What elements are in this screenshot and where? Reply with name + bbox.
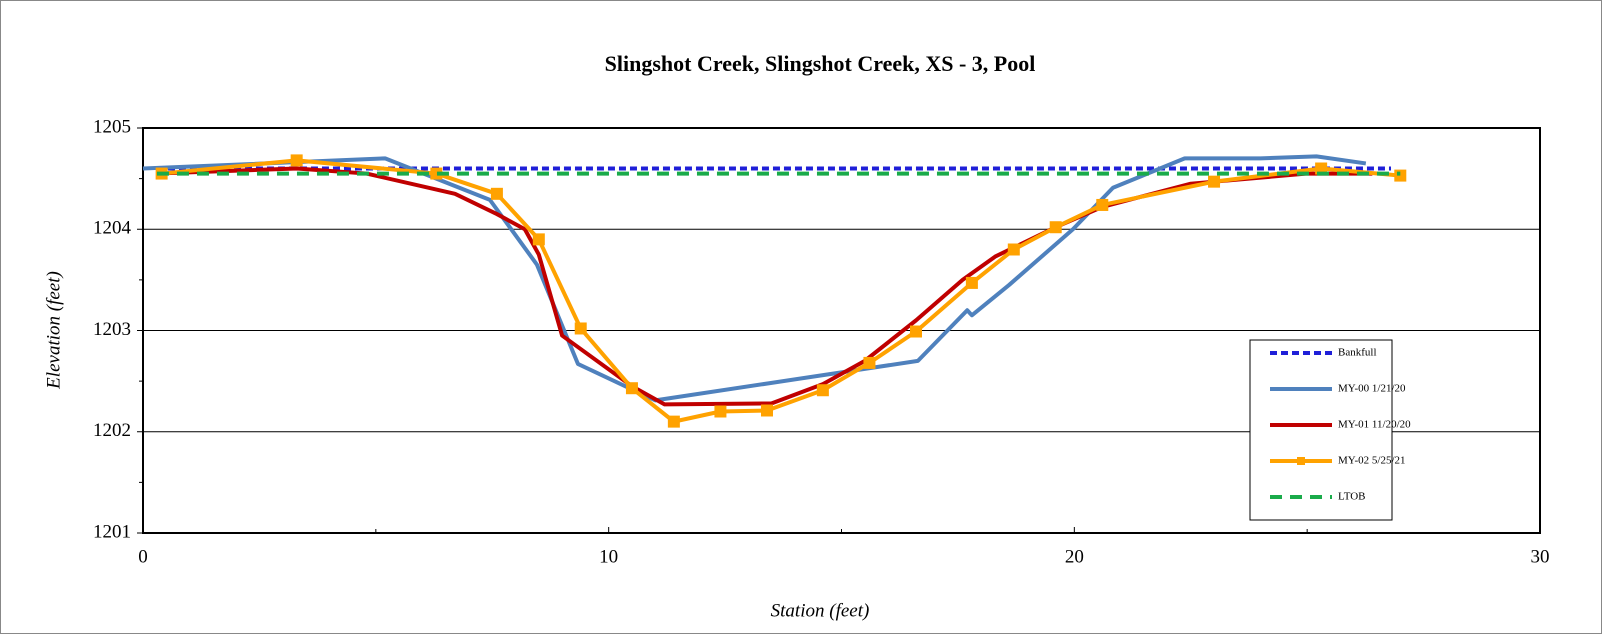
series-marker — [1049, 221, 1062, 234]
y-tick-label: 1205 — [93, 116, 131, 137]
y-tick-label: 1202 — [93, 420, 131, 441]
series-marker — [1208, 175, 1221, 188]
series-marker — [1096, 198, 1109, 211]
series-marker — [625, 382, 638, 395]
series-marker — [965, 276, 978, 289]
series-marker — [667, 415, 680, 428]
y-tick-label: 1203 — [93, 319, 131, 340]
series-marker — [290, 154, 303, 167]
series-marker — [760, 404, 773, 417]
y-tick-label: 1204 — [93, 218, 132, 239]
series-marker — [574, 322, 587, 335]
x-tick-label: 10 — [599, 546, 618, 567]
y-tick-label: 1201 — [93, 521, 131, 542]
y-axis-label: Elevation (feet) — [43, 271, 64, 390]
series-marker — [863, 356, 876, 369]
series-line — [161, 158, 1401, 424]
series-marker — [816, 384, 829, 397]
series-marker — [430, 167, 443, 180]
legend-box — [1249, 339, 1393, 521]
series-marker — [1315, 162, 1328, 175]
series-marker — [714, 405, 727, 418]
series-marker — [1007, 243, 1020, 256]
x-tick-label: 30 — [1531, 546, 1550, 567]
chart-title: Slingshot Creek, Slingshot Creek, XS - 3… — [605, 51, 1036, 76]
x-axis-label: Station (feet) — [771, 600, 870, 621]
legend-label: LTOB — [1338, 491, 1366, 503]
plot-area — [142, 127, 1541, 534]
series-marker — [490, 187, 503, 200]
series-marker — [1394, 169, 1407, 182]
series-marker — [532, 233, 545, 246]
x-tick-label: 0 — [138, 546, 148, 567]
series-marker — [910, 325, 923, 338]
x-tick-label: 20 — [1065, 546, 1084, 567]
legend-marker — [1297, 457, 1305, 465]
legend-label: MY-02 5/25/21 — [1338, 455, 1406, 467]
legend-label: MY-01 11/20/20 — [1338, 419, 1411, 431]
legend-label: Bankfull — [1338, 347, 1377, 359]
legend-label: MY-00 1/21/20 — [1338, 383, 1406, 395]
series-line — [142, 154, 1367, 403]
